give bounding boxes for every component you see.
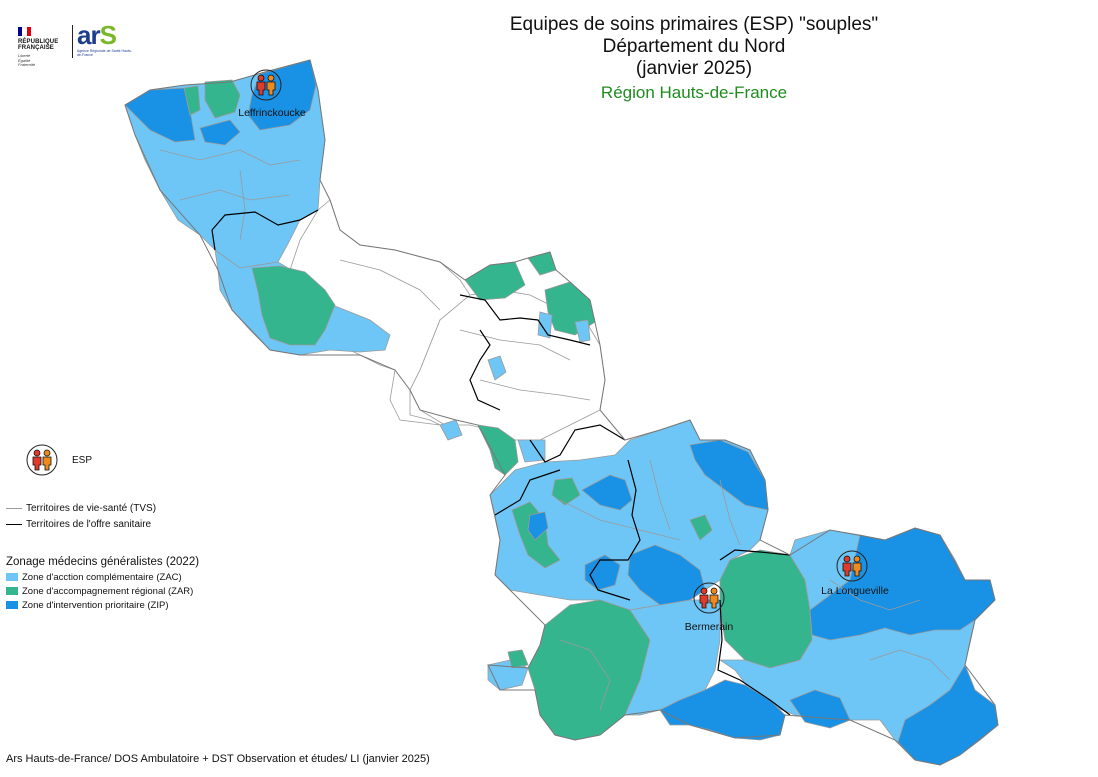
- legend-tos: Territoires de l'offre sanitaire: [6, 519, 151, 530]
- ars-logo-subtitle: Agence Régionale de Santé Hauts-de-Franc…: [77, 49, 132, 57]
- zone-lille-south-zac: [439, 419, 463, 441]
- map-title-block: Equipes de soins primaires (ESP) "souple…: [440, 14, 948, 104]
- zone-valenciennes-zar: [689, 514, 713, 541]
- map-title-line2: Département du Nord: [602, 36, 786, 57]
- french-flag-icon: [18, 27, 31, 36]
- legend-tvs-line: [6, 507, 22, 509]
- republique-francaise-logo: RÉPUBLIQUE FRANÇAISE Liberté Égalité Fra…: [18, 27, 70, 68]
- zone-valenciennes-zip-north: [689, 439, 769, 511]
- zone-douai-valenciennes-zac: [489, 419, 769, 611]
- legend-zoning-title: Zonage médecins généralistes (2022): [6, 556, 200, 568]
- place-label-bermerain: Bermerain: [685, 621, 734, 633]
- logo-separator: [72, 25, 73, 58]
- legend-zip-label: Zone d'intervention prioritaire (ZIP): [22, 600, 169, 611]
- zone-lille-center-zac: [487, 355, 507, 381]
- logo-rf-text: RÉPUBLIQUE FRANÇAISE: [18, 39, 59, 51]
- legend-zar-label: Zone d'accompagnement régional (ZAR): [22, 586, 194, 597]
- legend-zac: Zone d'acction complémentaire (ZAC): [6, 572, 182, 584]
- zone-douai-zip-2: [581, 474, 633, 511]
- zone-douai-zar-2: [551, 477, 581, 506]
- source-note: Ars Hauts-de-France/ DOS Ambulatoire + D…: [6, 753, 430, 765]
- legend-tvs-label: Territoires de vie-santé (TVS): [26, 503, 157, 514]
- legend-tvs: Territoires de vie-santé (TVS): [6, 503, 156, 514]
- tos-borders: [211, 209, 791, 716]
- legend-zip: Zone d'intervention prioritaire (ZIP): [6, 600, 169, 612]
- zone-lille-south-zar: [477, 424, 519, 476]
- legend-zac-label: Zone d'acction complémentaire (ZAC): [22, 572, 182, 583]
- logo-rf-motto: Liberté Égalité Fraternité: [18, 53, 36, 67]
- zone-lille-east-zac: [537, 311, 553, 339]
- zone-lille-south-zac-2: [517, 439, 546, 463]
- map-region-title: Région Hauts-de-France: [600, 83, 788, 102]
- place-label-la-longueville: La Longueville: [821, 585, 889, 597]
- map-title-line3: (janvier 2025): [635, 58, 753, 79]
- legend-zar-swatch: [6, 587, 18, 596]
- legend-esp-label: ESP: [72, 455, 93, 466]
- ars-logo-s: S: [99, 20, 117, 50]
- ars-logo-word: ar: [77, 20, 101, 50]
- zone-hazebrouck-zar: [251, 265, 336, 346]
- legend-tos-label: Territoires de l'offre sanitaire: [26, 519, 152, 530]
- legend-zip-swatch: [6, 601, 18, 610]
- legend-zar: Zone d'accompagnement régional (ZAR): [6, 586, 193, 598]
- zone-douai-zip-1: [527, 511, 549, 541]
- zone-lille-east-zac-2: [574, 319, 591, 343]
- zone-valenciennes-zip-mid: [627, 544, 706, 606]
- zone-coast-zip-mid: [199, 119, 241, 146]
- zone-cambrai-zar: [527, 599, 651, 741]
- zone-cambrai-west-zar: [507, 649, 529, 669]
- tvs-borders: [159, 149, 951, 711]
- map-title-line1: Equipes de soins primaires (ESP) "souple…: [509, 14, 879, 35]
- zone-coast-zar-2: [183, 85, 201, 116]
- legend-zac-swatch: [6, 573, 18, 582]
- zone-coast-zar-1: [204, 79, 241, 119]
- department-outline: [124, 59, 999, 766]
- legend-tos-line: [6, 523, 22, 525]
- ars-logo: arS Agence Régionale de Santé Hauts-de-F…: [77, 22, 139, 60]
- legend-esp-icon: [26, 444, 58, 476]
- place-label-leffrinckoucke: Leffrinckoucke: [238, 107, 306, 119]
- zone-lille-north-zar-2: [527, 251, 557, 276]
